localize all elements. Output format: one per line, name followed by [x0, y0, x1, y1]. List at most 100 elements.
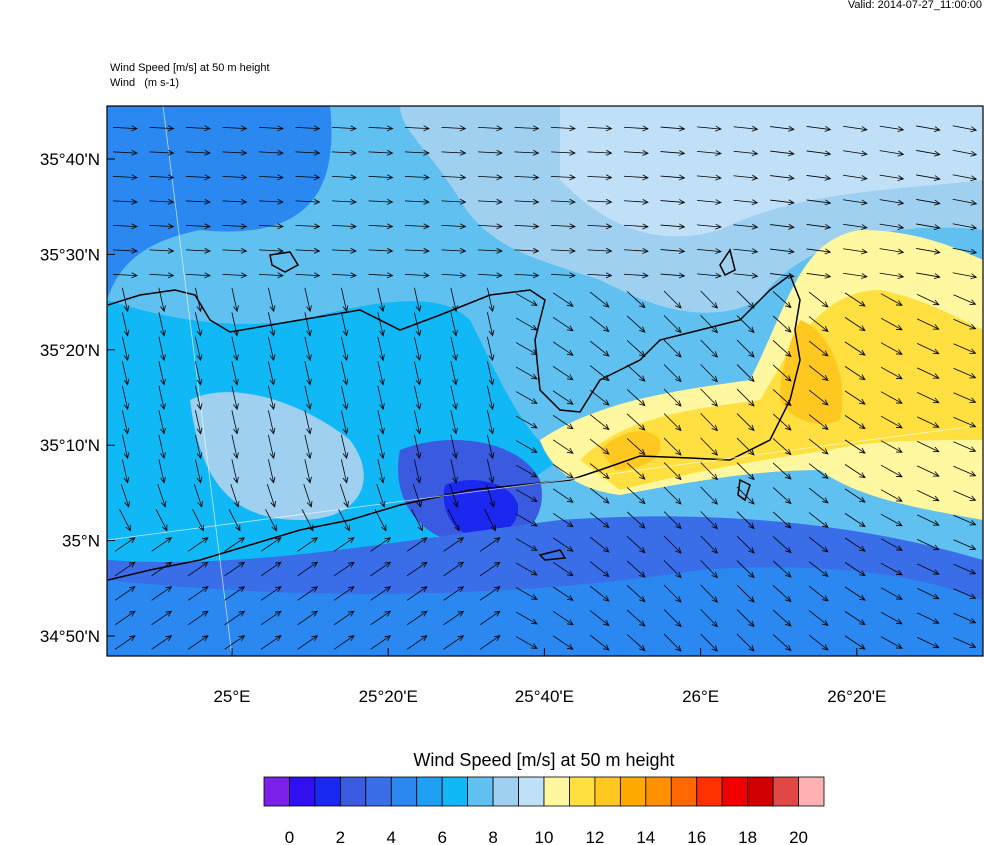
- wind-arrow: [121, 287, 130, 313]
- wind-arrow: [267, 312, 276, 337]
- wind-arrow: [258, 125, 284, 132]
- wind-arrow: [772, 291, 792, 309]
- wind-arrow: [368, 149, 394, 156]
- wind-arrow: [843, 174, 868, 181]
- wind-arrow: [413, 434, 422, 460]
- wind-arrow: [149, 272, 175, 279]
- colorbar-box: [798, 776, 825, 807]
- wind-arrow: [626, 609, 646, 627]
- wind-arrow: [340, 434, 349, 460]
- wind-arrow: [772, 560, 792, 578]
- lon-label: 25°40'E: [515, 687, 574, 706]
- wind-arrow: [623, 223, 649, 230]
- map-subtitle: Wind (m s-1): [110, 77, 179, 89]
- wind-arrow: [880, 293, 903, 306]
- wind-arrow: [626, 389, 646, 407]
- wind-arrow: [952, 174, 978, 182]
- wind-arrow: [808, 463, 829, 479]
- wind-arrow: [411, 509, 423, 532]
- wind-arrow: [450, 459, 458, 484]
- wind-arrow: [406, 537, 428, 552]
- wind-arrow: [660, 150, 686, 156]
- wind-arrow: [477, 247, 503, 254]
- wind-arrow: [151, 635, 173, 650]
- wind-arrow: [413, 459, 422, 484]
- wind-arrow: [515, 611, 538, 625]
- colorbar-box: [467, 776, 494, 807]
- wind-arrow: [844, 611, 866, 626]
- wind-arrow: [149, 198, 175, 205]
- wind-arrow: [772, 462, 792, 480]
- wind-arrow: [806, 223, 832, 230]
- wind-arrow: [736, 486, 755, 505]
- wind-arrow: [552, 586, 574, 601]
- wind-arrow: [222, 174, 248, 181]
- wind-arrow: [953, 637, 977, 648]
- colorbar-box: [594, 776, 621, 807]
- wind-arrow: [515, 489, 538, 502]
- colorbar-box: [416, 776, 443, 807]
- wind-arrow: [879, 248, 905, 255]
- wind-arrow: [660, 223, 686, 230]
- wind-arrow: [450, 385, 458, 411]
- wind-arrow: [626, 291, 646, 309]
- colorbar-box: [645, 776, 672, 807]
- wind-arrow: [121, 459, 130, 484]
- wind-arrow: [340, 287, 349, 313]
- wind-arrow: [808, 389, 829, 406]
- wind-arrow: [844, 439, 866, 454]
- wind-arrow: [112, 149, 138, 156]
- colorbar-box: [263, 776, 290, 807]
- wind-arrow: [231, 385, 239, 411]
- wind-arrow: [660, 174, 686, 181]
- wind-arrow: [338, 509, 350, 532]
- wind-arrow: [772, 364, 792, 382]
- wind-arrow: [550, 149, 576, 156]
- wind-arrow: [158, 336, 166, 362]
- wind-arrow: [916, 293, 940, 306]
- colorbar-label: 20: [789, 828, 808, 845]
- wind-arrow: [772, 585, 792, 603]
- wind-arrow: [267, 361, 276, 386]
- wind-arrow: [114, 586, 136, 601]
- wind-arrow: [808, 610, 829, 626]
- wind-arrow: [413, 385, 422, 411]
- wind-arrow: [340, 385, 349, 411]
- wind-arrow: [916, 318, 940, 330]
- wind-arrow: [304, 410, 312, 435]
- wind-arrow: [916, 416, 940, 428]
- wind-arrow: [552, 414, 574, 430]
- wind-arrow: [112, 198, 138, 205]
- wind-arrow: [663, 413, 682, 432]
- wind-arrow: [515, 562, 538, 576]
- wind-arrow: [479, 586, 501, 601]
- wind-arrow: [515, 587, 538, 600]
- wind-arrow: [916, 125, 941, 133]
- wind-arrow: [879, 199, 905, 206]
- wind-arrow: [733, 272, 759, 279]
- wind-arrow: [376, 483, 386, 508]
- wind-arrow: [952, 149, 978, 157]
- wind-arrow: [377, 459, 385, 484]
- wind-arrow: [194, 336, 203, 362]
- wind-arrow: [231, 361, 239, 386]
- wind-arrow: [267, 336, 276, 362]
- wind-arrow: [587, 247, 613, 254]
- wind-arrow: [733, 223, 759, 230]
- wind-arrow: [844, 415, 866, 430]
- wind-arrow: [331, 272, 357, 279]
- wind-arrow: [589, 438, 610, 455]
- wind-arrow: [297, 610, 319, 626]
- wind-arrow: [700, 339, 719, 358]
- wind-arrow: [843, 272, 868, 279]
- wind-arrow: [550, 125, 576, 132]
- wind-arrow: [222, 247, 248, 254]
- wind-arrow: [589, 561, 610, 578]
- wind-arrow: [194, 434, 203, 460]
- wind-arrow: [368, 174, 394, 181]
- wind-arrow: [953, 612, 977, 624]
- wind-arrow: [377, 434, 385, 460]
- wind-arrow: [660, 199, 686, 205]
- wind-arrow: [479, 635, 501, 650]
